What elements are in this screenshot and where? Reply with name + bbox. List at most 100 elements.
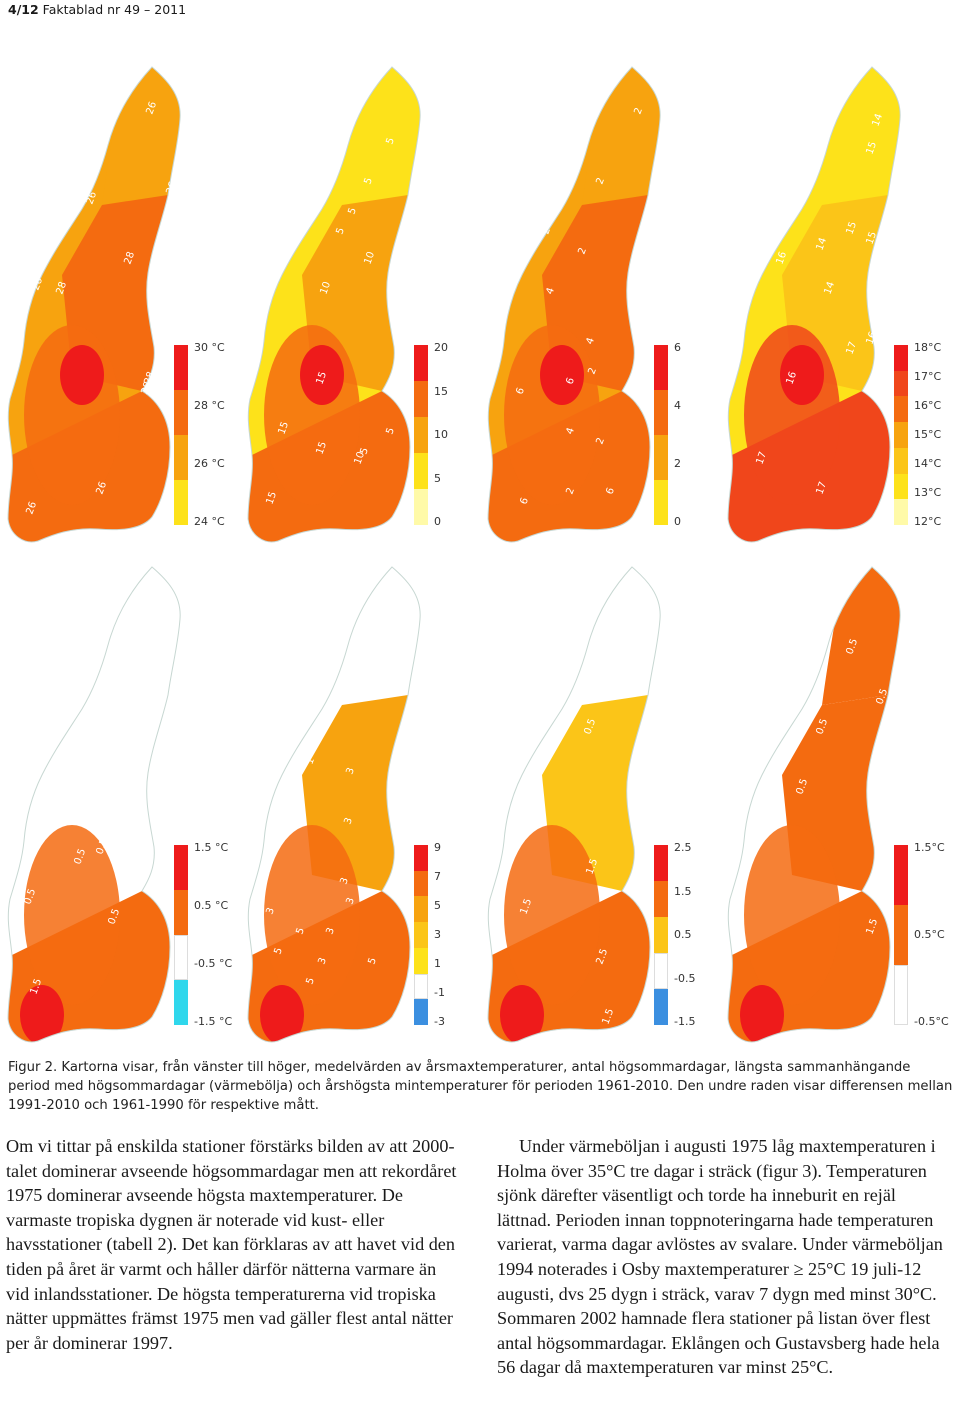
legend-tick-label: 2.5 [674,841,692,854]
map-legend: 9 7 5 3 1 -1 -3 [414,841,480,1028]
map-outline [487,566,661,1043]
legend-swatch [414,453,428,489]
legend-swatch [174,935,188,980]
legend-tick-label: 2 [674,457,681,470]
contour-label: 2 [576,246,589,256]
legend-swatch [654,881,668,917]
legend-tick-label: 26 °C [194,457,225,470]
map-legend: 30 °C 28 °C 26 °C 24 °C [174,341,240,528]
map-region [342,567,421,705]
map-outline [727,66,901,543]
legend-swatch [414,345,428,381]
legend-swatch [894,473,908,500]
legend-tick-label: 16°C [914,399,942,412]
contour-label: 15 [864,140,879,156]
map-region [740,985,784,1042]
map-region [744,825,840,1005]
legend-tick-label: -0.5 °C [194,957,233,970]
legend-tick-label: 13°C [914,486,942,499]
legend-swatch [894,422,908,448]
contour-label: 3 [264,906,277,916]
contour-label: 5 [358,446,371,456]
legend-tick-label: 1.5 °C [194,841,229,854]
legend-tick-label: 6 [674,341,681,354]
contour-label: 28 [54,280,69,296]
contour-label: 6 [604,486,617,496]
legend-swatch [174,345,188,390]
legend-tick-label: 15°C [914,428,942,441]
legend-tick-label: 0.5 [674,928,692,941]
legend-tick-label: 0.5°C [914,928,945,941]
map-outline [487,66,661,543]
contour-label: 0.5 [518,807,534,826]
legend-tick-label: 3 [434,928,441,941]
contour-label: 26 [164,180,179,196]
map-region [264,825,360,1005]
map-region [60,345,104,405]
legend-tick-label: -0.5 [674,971,696,985]
legend-swatch [894,370,908,397]
legend-swatch [894,845,908,905]
contour-label: 14 [814,236,829,252]
legend-swatch [654,953,668,989]
legend-swatch [654,917,668,953]
contour-label: 5 [294,926,307,936]
legend-swatch [174,435,188,480]
legend-tick-label: 28 °C [194,399,225,412]
contour-label: 6 [564,376,577,386]
contour-label: 1 [374,636,387,646]
legend-tick-label: 15 [434,384,448,398]
legend-tick-label: 0.5 °C [194,899,229,912]
body-paragraph: Under värmeböljan i augusti 1975 låg max… [497,1136,943,1378]
legend-tick-label: -3 [434,1015,445,1028]
contour-label: 10 [352,450,367,466]
contour-label: 3 [344,766,357,776]
legend-swatch [654,390,668,435]
contour-label: 5 [366,956,379,966]
contour-label: 15 [314,370,329,386]
map-legend: 20 15 10 5 0 [414,341,480,528]
legend-swatch [174,845,188,890]
legend-swatch [414,489,428,525]
legend-swatch [654,345,668,390]
legend-swatch [894,499,908,525]
contour-label: 0.5 [904,607,920,626]
legend-tick-label: 17°C [914,370,942,383]
map-panel-diff-min-temperature: 0.5 0.5 0.5 0.5 0.5 0.5 1.5 1.5°C 0.5°C -0.5°C [722,555,960,1055]
legend-tick-label: 1.5 [674,884,692,898]
contour-label: 0.5 [106,907,122,926]
map-region [102,67,181,205]
contour-label: 5 [384,136,397,146]
legend-tick-label: 1 [434,957,441,970]
contour-label: 26 [144,100,159,116]
legend-swatch [414,922,428,948]
legend-swatch [414,845,428,871]
map-region [102,567,181,705]
contour-label: 0.5 [72,847,88,866]
contour-label: 16 [774,250,789,266]
page-number: 4/12 [8,2,39,17]
contour-label: 3 [316,956,329,966]
contour-label: 15 [264,490,279,506]
contour-label: 5 [346,206,359,216]
legend-tick-label: 5 [434,899,441,912]
legend-tick-label: -1.5 [674,1015,696,1028]
choropleth-map: 14 15 16 14 15 15 16 17 16 17 17 14 [727,66,901,543]
legend-swatch [414,947,428,974]
legend-swatch [654,480,668,525]
legend-tick-label: 24 °C [194,515,225,528]
legend-swatch [174,480,188,525]
legend-swatch [894,905,908,965]
choropleth-map: 0.5 0.5 0.5 0.5 1.5 [7,566,181,1043]
legend-swatch [654,989,668,1025]
contour-label: 26 [94,480,109,496]
contour-label: 3 [342,816,355,826]
choropleth-map: 0.5 0.5 0.5 0.5 0.5 0.5 1.5 [727,566,920,1043]
map-panel-diff-summer-days: 1 1 1 3 3 3 3 5 3 3 5 3 5 5 9 7 5 3 1 -1 -3 [242,555,482,1055]
legend-swatch [654,845,668,881]
contour-label: 28 [142,370,157,386]
map-region [582,567,661,705]
contour-label: 5 [384,426,397,436]
